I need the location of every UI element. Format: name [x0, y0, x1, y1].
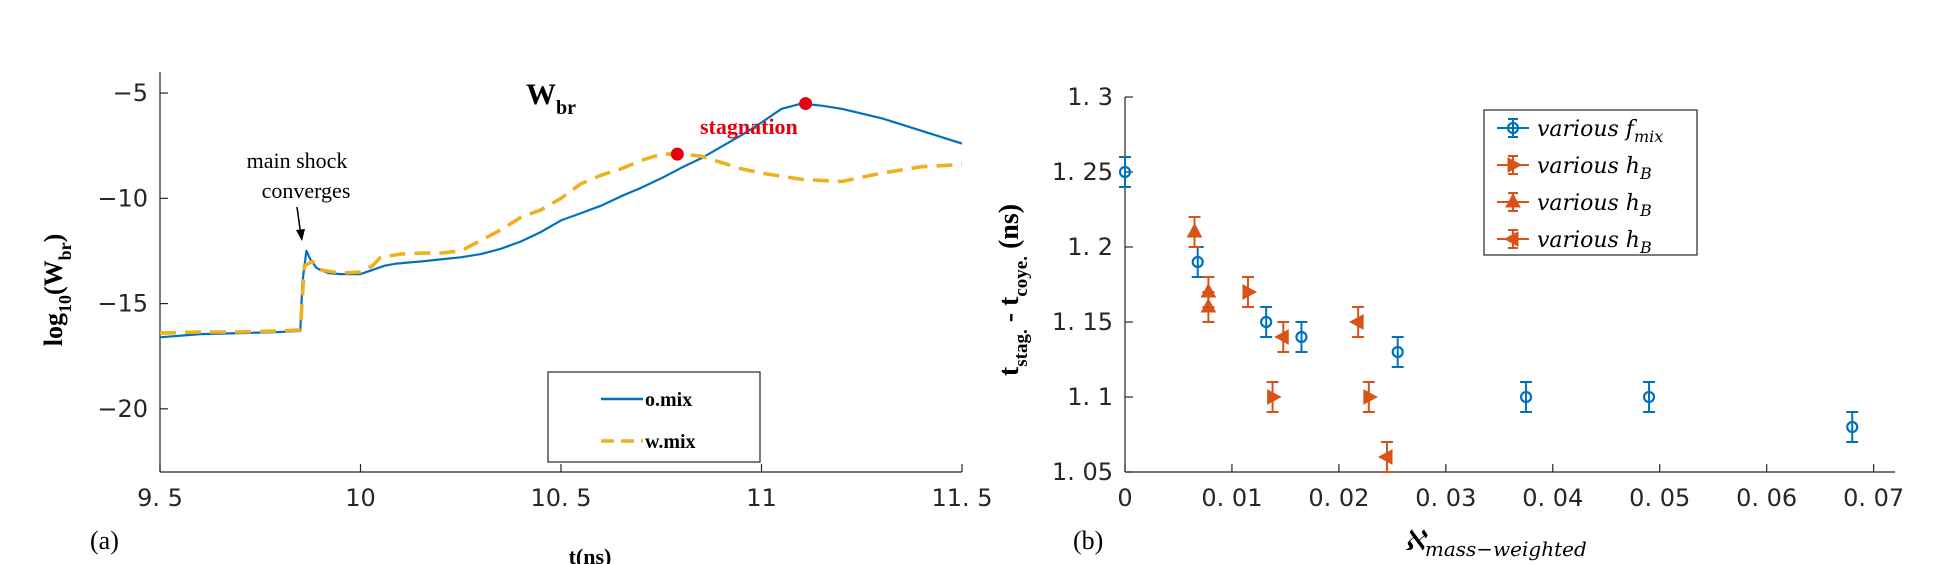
legend-marker-circle [1506, 121, 1520, 135]
panel-b-ytick-label: 1. 3 [1067, 83, 1113, 111]
data-point-triangle-left [1349, 314, 1364, 330]
panel-a-title: Wbr [526, 78, 576, 119]
data-point-circle [1846, 420, 1859, 434]
legend-label: various fmix [1537, 117, 1663, 146]
panel-a-series [159, 102, 963, 339]
series-line-w-mix [159, 152, 963, 335]
legend-label-text: various h [1537, 191, 1640, 216]
panel-b-xtick-label: 0. 04 [1522, 484, 1583, 512]
panel-a-ytick-label: −15 [97, 290, 148, 318]
legend-label-subscript: B [1639, 201, 1652, 220]
panel-a-ytick-label: −5 [113, 79, 148, 107]
legend-marker-triangle-left [1503, 231, 1519, 247]
panel-a-xtick-label: 11 [746, 484, 777, 512]
legend-label: various hB [1537, 191, 1652, 220]
panel-a-axes: 9. 5 10 10. 5 11 11. 5 −5 −10 −15 −20 [97, 72, 993, 512]
data-point-triangle-right [1242, 284, 1258, 300]
data-point-circle [1260, 315, 1273, 329]
series-line-o-mix [159, 102, 963, 339]
data-point-circle [1391, 345, 1404, 359]
data-point-triangle-right [1363, 389, 1378, 405]
legend-label-o-mix: o.mix [645, 389, 692, 411]
panel-a-ylabel: log10(Wbr) [39, 234, 75, 347]
legend-label-text: various f [1537, 117, 1638, 142]
stagnation-point [670, 147, 684, 161]
panel-b-points [1118, 156, 1859, 473]
panel-b-xtick-label: 0. 01 [1201, 484, 1262, 512]
data-point-triangle-up [1186, 222, 1203, 238]
panel-b-ytick-label: 1. 15 [1052, 308, 1113, 336]
stagnation-point [799, 97, 813, 111]
data-point-circle [1642, 390, 1656, 404]
panel-b-ytick-label: 1. 2 [1067, 233, 1113, 261]
panel-a: 9. 5 10 10. 5 11 11. 5 −5 −10 −15 −20 Wbr main s… [39, 72, 993, 564]
stagnation-annotation: stagnation [700, 114, 798, 139]
data-point-circle [1295, 330, 1308, 344]
panel-b-xtick-label: 0. 06 [1736, 484, 1797, 512]
panel-a-legend-box [547, 371, 761, 463]
legend-label-subscript: B [1639, 164, 1652, 183]
main-shock-annotation-line1: main shock [247, 148, 348, 173]
legend-label-text: various h [1537, 228, 1640, 253]
panel-b-xtick-label: 0. 02 [1308, 484, 1369, 512]
legend-label-subscript: mix [1634, 127, 1663, 146]
panel-b: 0 0. 01 0. 02 0. 03 0. 04 0. 05 0. 06 0. 07 1. 0… [994, 83, 1904, 561]
panel-a-xlabel: t(ns) [569, 544, 612, 564]
main-shock-annotation-line2: converges [262, 178, 351, 203]
panel-b-xlabel: ℵmass−weighted [1404, 524, 1587, 561]
panel-a-ytick-label: −20 [97, 395, 148, 423]
legend-label: various hB [1537, 154, 1652, 183]
data-point-circle [1519, 390, 1533, 404]
legend-label: various hB [1537, 228, 1652, 257]
legend-label-subscript: B [1639, 238, 1652, 257]
panel-a-label: (a) [90, 526, 119, 555]
data-point-triangle-left [1377, 449, 1393, 465]
panel-b-ylabel: tstag. - tcoye. (ns) [994, 204, 1032, 376]
legend-label-text: various h [1537, 154, 1640, 179]
panel-b-ytick-label: 1. 05 [1052, 458, 1113, 486]
main-shock-arrowhead [296, 229, 305, 241]
panel-b-legend-box [1483, 109, 1698, 256]
data-point-circle [1191, 255, 1204, 269]
panel-b-xtick-label: 0 [1117, 484, 1132, 512]
legend-label-w-mix: w.mix [645, 431, 696, 453]
panel-a-xtick-label: 10. 5 [530, 484, 591, 512]
panel-b-ytick-label: 1. 1 [1067, 383, 1113, 411]
panel-a-xtick-label: 11. 5 [931, 484, 992, 512]
panel-a-xtick-label: 10 [345, 484, 376, 512]
data-point-triangle-left [1274, 329, 1289, 345]
legend-marker-triangle-up [1505, 192, 1521, 208]
panel-b-axes: 0 0. 01 0. 02 0. 03 0. 04 0. 05 0. 06 0. 07 1. 0… [1052, 83, 1904, 512]
data-point-circle [1118, 165, 1132, 179]
panel-a-ytick-label: −10 [97, 184, 148, 212]
data-point-triangle-up [1200, 297, 1217, 313]
panel-a-marks [670, 97, 813, 161]
panel-b-xtick-label: 0. 05 [1629, 484, 1690, 512]
panel-b-xtick-label: 0. 03 [1415, 484, 1476, 512]
panel-b-label: (b) [1073, 526, 1103, 555]
panel-a-xtick-label: 9. 5 [137, 484, 183, 512]
legend-marker-triangle-right [1507, 157, 1523, 173]
panel-b-ytick-label: 1. 25 [1052, 158, 1113, 186]
panel-b-xtick-label: 0. 07 [1843, 484, 1904, 512]
data-point-triangle-right [1267, 389, 1282, 405]
